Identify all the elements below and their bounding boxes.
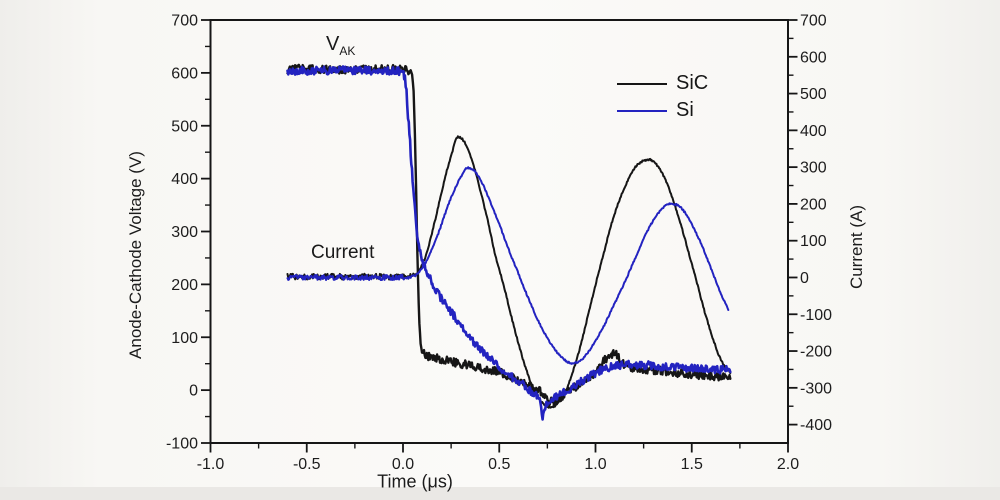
left-tick-label-100: 100 (171, 330, 198, 347)
x-tick-label-1.0: 1.0 (584, 456, 606, 473)
left-tick-label-600: 600 (171, 65, 198, 82)
legend-entry-sic: SiC (617, 70, 708, 97)
left-axis-title: Anode-Cathode Voltage (V) (126, 151, 145, 359)
left-tick-label--100: -100 (166, 436, 198, 453)
right-tick-label--300: -300 (800, 380, 832, 397)
legend: SiC Si (617, 70, 708, 124)
x-axis-title: Time (μs) (377, 471, 453, 492)
right-axis-title: Current (A) (847, 204, 866, 290)
right-tick-label-500: 500 (800, 86, 827, 103)
right-tick-label-400: 400 (800, 123, 827, 140)
x-tick-label-0.5: 0.5 (488, 456, 510, 473)
series-sic-current (286, 135, 732, 409)
vak-annotation: VAK (326, 33, 355, 58)
x-tick-label-2.0: 2.0 (777, 456, 799, 473)
x-tick-label--0.5: -0.5 (293, 456, 321, 473)
vak-annotation-sub: AK (339, 44, 356, 58)
x-tick-label-0.0: 0.0 (392, 456, 414, 473)
legend-label-si: Si (676, 99, 694, 121)
right-tick-label--400: -400 (800, 417, 832, 434)
current-annotation: Current (311, 242, 375, 263)
legend-label-sic: SiC (676, 72, 709, 94)
plot-frame (209, 19, 789, 444)
legend-line-sic (617, 82, 667, 85)
right-tick-label-700: 700 (800, 13, 827, 30)
left-tick-label-700: 700 (171, 13, 198, 30)
x-tick-label--1.0: -1.0 (197, 456, 225, 473)
left-tick-label-0: 0 (189, 383, 198, 400)
right-tick-label--200: -200 (800, 344, 832, 361)
right-tick-label-0: 0 (800, 270, 809, 287)
vak-annotation-main: V (326, 33, 340, 55)
left-tick-label-200: 200 (171, 277, 198, 294)
left-tick-label-500: 500 (171, 118, 198, 135)
right-tick-label-600: 600 (800, 49, 827, 66)
legend-entry-si: Si (617, 97, 708, 124)
left-tick-label-300: 300 (171, 224, 198, 241)
series-si-current (286, 166, 730, 365)
right-tick-label-200: 200 (800, 196, 827, 213)
bottom-strip (0, 487, 1000, 500)
left-tick-label-400: 400 (171, 171, 198, 188)
right-tick-label--100: -100 (800, 307, 832, 324)
right-tick-label-100: 100 (800, 233, 827, 250)
right-tick-label-300: 300 (800, 160, 827, 177)
legend-line-si (617, 109, 667, 112)
series-si-voltage (286, 65, 732, 421)
x-tick-label-1.5: 1.5 (681, 456, 703, 473)
